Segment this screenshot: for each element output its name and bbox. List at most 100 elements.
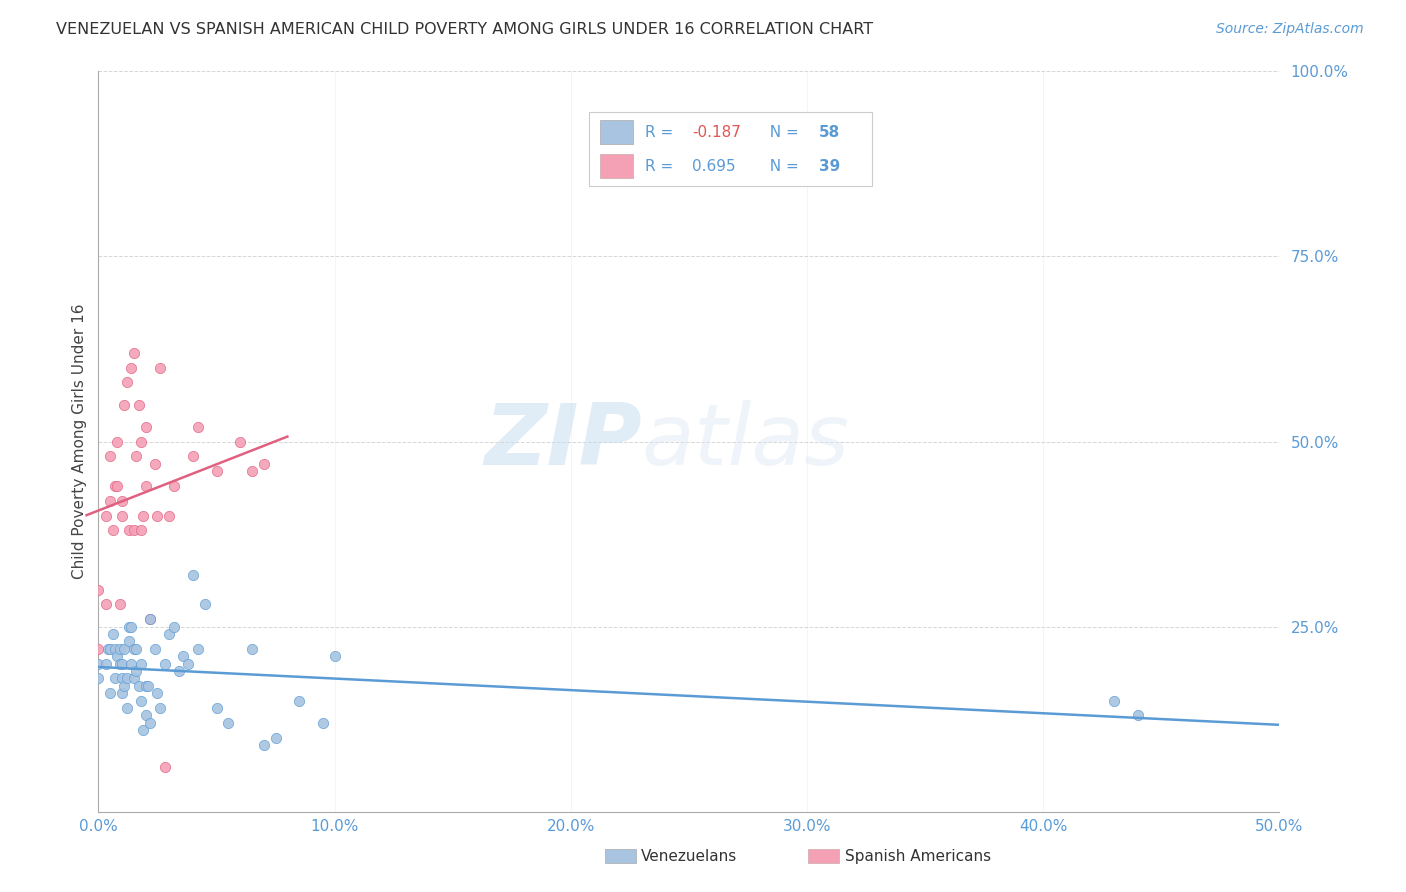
Text: N =: N = <box>759 159 803 174</box>
Point <box>132 723 155 738</box>
Point <box>112 398 135 412</box>
Point <box>118 524 141 538</box>
Point <box>136 679 159 693</box>
Text: N =: N = <box>759 125 803 139</box>
Point <box>167 664 190 678</box>
Point <box>143 457 166 471</box>
Point <box>115 376 138 390</box>
Point <box>194 598 217 612</box>
Point <box>153 760 176 774</box>
Point <box>163 619 186 633</box>
Point <box>98 641 121 656</box>
Point <box>97 641 120 656</box>
Point <box>139 612 162 626</box>
Point <box>264 731 287 745</box>
Point <box>108 657 131 671</box>
Point <box>87 582 110 597</box>
Point <box>149 701 172 715</box>
Point <box>111 657 134 671</box>
Point <box>135 708 157 723</box>
Point <box>98 450 121 464</box>
Point <box>135 419 157 434</box>
Point <box>111 508 134 523</box>
Point <box>118 619 141 633</box>
Text: R =: R = <box>645 125 678 139</box>
Point <box>1102 694 1125 708</box>
Point <box>125 450 148 464</box>
Point <box>111 493 134 508</box>
Point <box>104 479 127 493</box>
Point <box>101 524 124 538</box>
Point <box>122 345 145 359</box>
Point <box>312 715 335 730</box>
Point <box>135 479 157 493</box>
Point <box>122 641 145 656</box>
Point <box>153 657 176 671</box>
Point <box>94 598 117 612</box>
Point <box>98 493 121 508</box>
Point <box>118 634 141 648</box>
Y-axis label: Child Poverty Among Girls Under 16: Child Poverty Among Girls Under 16 <box>72 304 87 579</box>
Point <box>111 672 134 686</box>
Text: Source: ZipAtlas.com: Source: ZipAtlas.com <box>1216 22 1364 37</box>
Text: 58: 58 <box>818 125 841 139</box>
Point <box>181 450 204 464</box>
Point <box>94 508 117 523</box>
Point <box>229 434 252 449</box>
Text: ZIP: ZIP <box>484 400 641 483</box>
Point <box>240 641 263 656</box>
Point <box>205 464 228 478</box>
Point <box>98 686 121 700</box>
Text: Venezuelans: Venezuelans <box>641 849 737 863</box>
Point <box>101 627 124 641</box>
Point <box>121 360 143 375</box>
Point <box>146 508 169 523</box>
Text: R =: R = <box>645 159 678 174</box>
Point <box>108 598 131 612</box>
Text: 39: 39 <box>818 159 841 174</box>
Text: Spanish Americans: Spanish Americans <box>845 849 991 863</box>
Point <box>108 641 131 656</box>
Point <box>105 434 128 449</box>
Point <box>122 672 145 686</box>
Point <box>253 457 276 471</box>
Point <box>112 679 135 693</box>
Point <box>94 657 117 671</box>
Text: atlas: atlas <box>641 400 849 483</box>
Point <box>157 627 180 641</box>
Point <box>129 524 152 538</box>
Point <box>139 612 162 626</box>
Point <box>87 657 110 671</box>
Bar <box>600 120 634 144</box>
Point <box>205 701 228 715</box>
Text: VENEZUELAN VS SPANISH AMERICAN CHILD POVERTY AMONG GIRLS UNDER 16 CORRELATION CH: VENEZUELAN VS SPANISH AMERICAN CHILD POV… <box>56 22 873 37</box>
Point <box>129 694 152 708</box>
Point <box>1126 708 1149 723</box>
Point <box>129 657 152 671</box>
Point <box>121 619 143 633</box>
Point <box>128 679 150 693</box>
Point <box>104 672 127 686</box>
Bar <box>600 154 634 178</box>
Point <box>172 649 194 664</box>
Point <box>129 434 152 449</box>
Point <box>143 641 166 656</box>
Point <box>253 738 276 752</box>
Point <box>323 649 346 664</box>
Point <box>187 641 209 656</box>
Point <box>125 641 148 656</box>
Point <box>115 701 138 715</box>
Point <box>187 419 209 434</box>
FancyBboxPatch shape <box>589 112 872 186</box>
Point <box>135 679 157 693</box>
Point <box>87 672 110 686</box>
Point <box>125 664 148 678</box>
Point <box>146 686 169 700</box>
Point <box>105 649 128 664</box>
Point <box>149 360 172 375</box>
Point <box>132 508 155 523</box>
Point <box>112 641 135 656</box>
Point <box>177 657 200 671</box>
Point <box>163 479 186 493</box>
Text: 0.695: 0.695 <box>693 159 737 174</box>
